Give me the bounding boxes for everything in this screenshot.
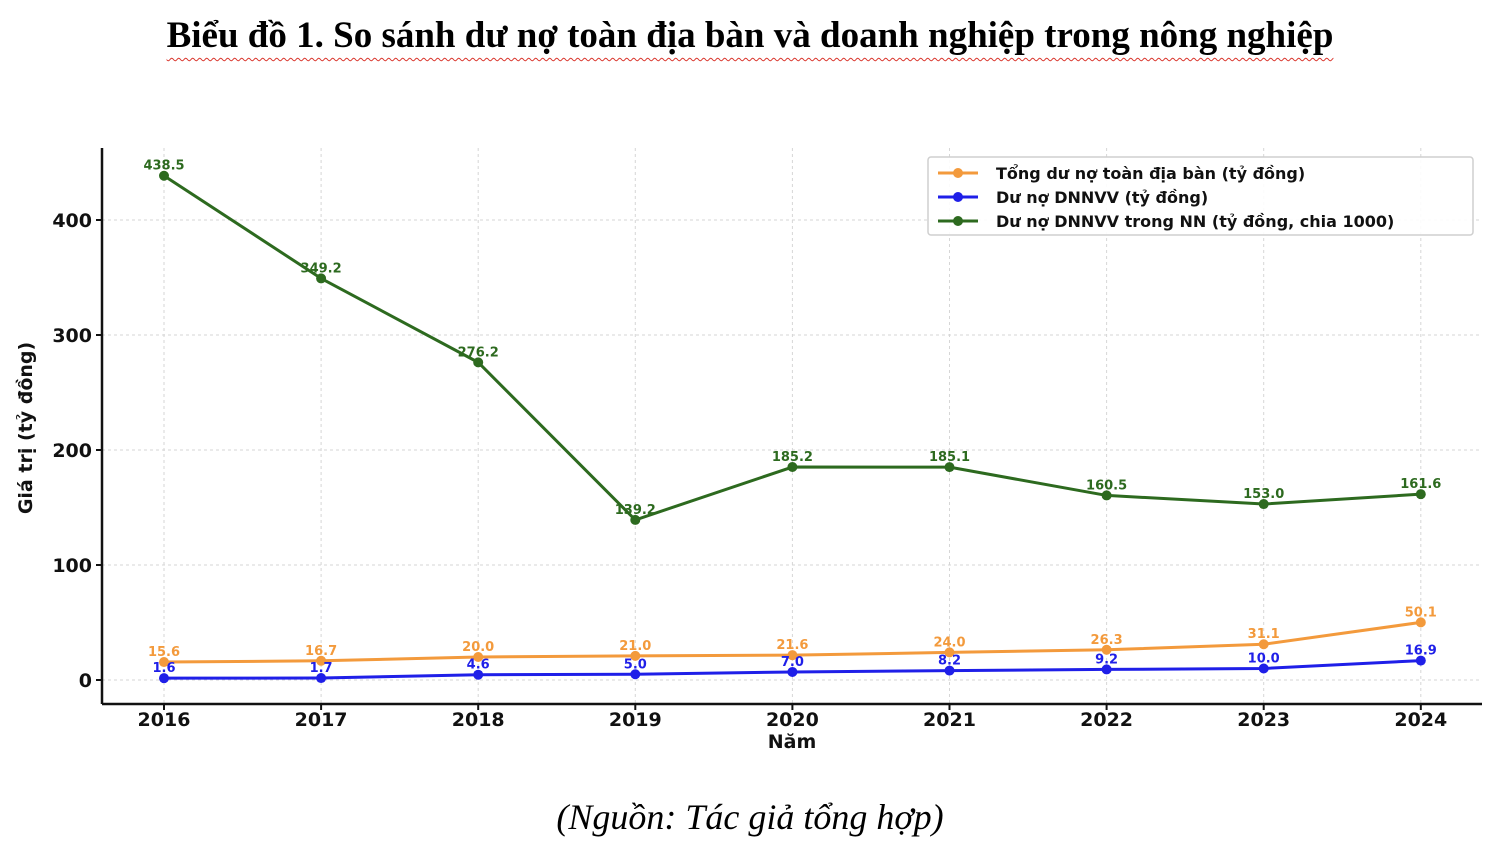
legend-label: Dư nợ DNNVV trong NN (tỷ đồng, chia 1000… — [996, 212, 1394, 231]
data-label: 5.0 — [624, 657, 647, 672]
data-label: 349.2 — [301, 261, 342, 276]
data-label: 15.6 — [148, 645, 180, 660]
y-tick-label: 300 — [52, 325, 92, 347]
data-point — [316, 655, 327, 666]
data-point — [1258, 499, 1269, 510]
legend-label: Tổng dư nợ toàn địa bàn (tỷ đồng) — [996, 164, 1305, 183]
data-label: 16.7 — [305, 644, 337, 659]
data-point — [159, 170, 169, 181]
x-tick-label: 2019 — [609, 709, 662, 731]
data-label: 185.2 — [772, 450, 813, 465]
data-label: 31.1 — [1248, 627, 1280, 642]
data-point — [1101, 644, 1112, 655]
x-tick-label: 2023 — [1237, 709, 1290, 731]
legend-box — [927, 156, 1474, 236]
data-point — [630, 669, 641, 680]
series-group: 15.6 16.7 20.0 21.0 21.6 24.0 26.3 31.150.11.6 1… — [143, 159, 1441, 684]
x-tick-label: 2017 — [295, 709, 348, 731]
data-point — [787, 462, 798, 473]
data-label: 438.5 — [143, 159, 184, 174]
data-label: 1.6 — [152, 661, 175, 676]
x-tick-label: 2020 — [766, 709, 819, 731]
source-note: (Nguồn: Tác giả tổng hợp) — [556, 797, 944, 837]
data-label: 4.6 — [467, 658, 490, 673]
data-point — [1258, 663, 1269, 674]
data-point — [1101, 664, 1112, 675]
y-axis-ticks: 0 100 200 300 400 — [52, 210, 102, 692]
data-point — [159, 657, 169, 668]
legend-item: Dư nợ DNNVV (tỷ đồng) — [938, 188, 1208, 207]
x-axis-label: Năm — [768, 731, 817, 753]
legend-marker — [953, 216, 963, 226]
y-tick-label: 100 — [52, 555, 92, 577]
data-label: 50.1 — [1405, 605, 1437, 620]
data-point — [1101, 490, 1112, 501]
data-label: 20.0 — [462, 640, 494, 655]
data-point — [1258, 639, 1269, 650]
legend: Tổng dư nợ toàn địa bàn (tỷ đồng) Dư nợ D… — [927, 156, 1474, 236]
data-point — [473, 652, 484, 662]
data-point — [944, 665, 955, 676]
data-point — [944, 462, 955, 473]
x-axis-ticks: 2016 2017 2018 2019 2020 2021 2022 2023 2024 — [138, 704, 1447, 731]
series-3: 438.5 349.2 276.2 139.2 185.2 185.1 160.5 153.0… — [143, 159, 1441, 525]
legend-marker — [953, 168, 963, 178]
data-label: 185.1 — [929, 450, 970, 465]
legend-label: Dư nợ DNNVV (tỷ đồng) — [996, 188, 1208, 207]
data-point — [1415, 655, 1426, 666]
data-point — [316, 273, 327, 284]
data-point — [1415, 617, 1426, 628]
y-tick-label: 200 — [52, 440, 92, 462]
data-label: 21.6 — [776, 638, 808, 653]
legend-marker — [953, 192, 963, 202]
y-tick-label: 0 — [79, 670, 92, 692]
series-2: 1.6 1.7 4.6 5.0 7.0 8.2 9.2 10.0 16.9 — [152, 644, 1437, 684]
x-tick-label: 2018 — [452, 709, 505, 731]
data-label: 1.7 — [310, 661, 333, 676]
x-tick-label: 2016 — [138, 709, 191, 731]
legend-item: Dư nợ DNNVV trong NN (tỷ đồng, chia 1000… — [938, 212, 1394, 231]
legend-item: Tổng dư nợ toàn địa bàn (tỷ đồng) — [938, 164, 1305, 183]
data-label: 26.3 — [1091, 633, 1123, 648]
chart-title: Biểu đồ 1. So sánh dư nợ toàn địa bàn và… — [166, 15, 1334, 56]
data-point — [1415, 489, 1426, 500]
data-label: 16.9 — [1405, 644, 1437, 659]
data-label: 7.0 — [781, 655, 804, 670]
x-tick-label: 2022 — [1080, 709, 1133, 731]
data-point — [787, 650, 798, 661]
data-label: 9.2 — [1095, 652, 1118, 667]
data-label: 139.2 — [615, 503, 656, 518]
y-axis-label: Giá trị (tỷ đồng) — [14, 342, 37, 514]
data-point — [473, 669, 484, 680]
data-label: 160.5 — [1086, 478, 1127, 493]
grid — [102, 148, 1482, 704]
data-label: 10.0 — [1248, 652, 1280, 667]
data-label: 24.0 — [933, 635, 965, 650]
data-label: 276.2 — [458, 345, 499, 360]
data-label: 8.2 — [938, 654, 961, 669]
data-point — [944, 647, 955, 658]
data-point — [473, 357, 484, 368]
series-1: 15.6 16.7 20.0 21.0 21.6 24.0 26.3 31.1 50.1 — [148, 605, 1437, 668]
data-label: 161.6 — [1400, 477, 1441, 492]
x-tick-label: 2021 — [923, 709, 976, 731]
data-point — [316, 673, 327, 684]
x-tick-label: 2024 — [1394, 709, 1447, 731]
data-label: 21.0 — [619, 639, 651, 654]
y-tick-label: 400 — [52, 210, 92, 232]
data-point — [159, 673, 169, 684]
data-point — [630, 650, 641, 661]
data-point — [787, 666, 798, 677]
data-point — [630, 514, 641, 525]
data-label: 153.0 — [1243, 487, 1284, 502]
